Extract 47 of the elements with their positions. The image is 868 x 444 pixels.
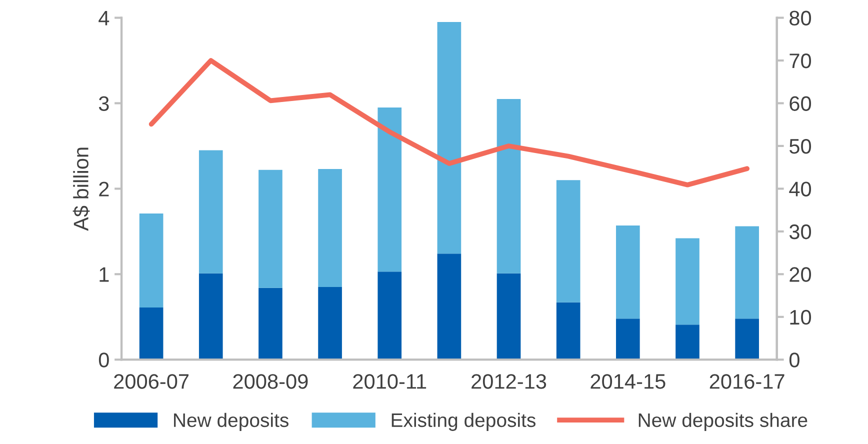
x-tick-label: 2008-09 [233,374,308,389]
bar [735,226,759,319]
legend-label: Existing deposits [392,412,536,431]
y-tick-label: 2 [99,182,109,196]
bar [139,308,164,360]
bar [556,302,580,360]
bar [676,238,700,325]
y-tick-label: 1 [100,267,109,282]
y2-tick-label: 40 [789,182,812,196]
y2-tick-label: 50 [790,138,812,154]
legend-label: New deposits [174,412,288,431]
y2-tick-label: 60 [790,96,812,111]
y2-tick-label: 0 [789,352,800,368]
bar [676,324,700,360]
x-tick-label: 2010-11 [353,374,426,389]
y2-tick-label: 30 [789,224,812,240]
legend-label: New deposits share [638,412,808,431]
bar [378,272,402,360]
x-tick-label: 2014-15 [590,374,666,389]
bar [437,22,462,254]
y-axis-title: A$ billion [72,148,90,231]
y2-tick-label: 10 [790,310,812,325]
bar [318,169,342,287]
bar [318,286,342,360]
y2-tick-label: 20 [790,267,812,282]
bar [258,170,282,288]
bar [496,273,521,360]
bar [437,254,462,360]
bar [258,288,282,360]
y-tick-label: 4 [98,10,110,26]
x-tick-label: 2012-13 [472,374,546,389]
y-tick-label: 3 [98,96,109,111]
bar [496,98,521,274]
bar [198,273,223,360]
bar [198,150,223,274]
x-tick-label: 2006-07 [114,374,188,389]
bar [735,318,759,360]
bar [556,180,580,302]
bar [139,213,164,308]
y2-tick-label: 70 [790,53,812,68]
y-tick-label: 0 [98,352,109,368]
x-tick-label: 2016-17 [710,374,784,389]
bar [616,225,640,319]
y2-tick-label: 80 [790,10,812,26]
bar [378,108,402,272]
bar [616,318,640,360]
line-series [148,58,750,188]
